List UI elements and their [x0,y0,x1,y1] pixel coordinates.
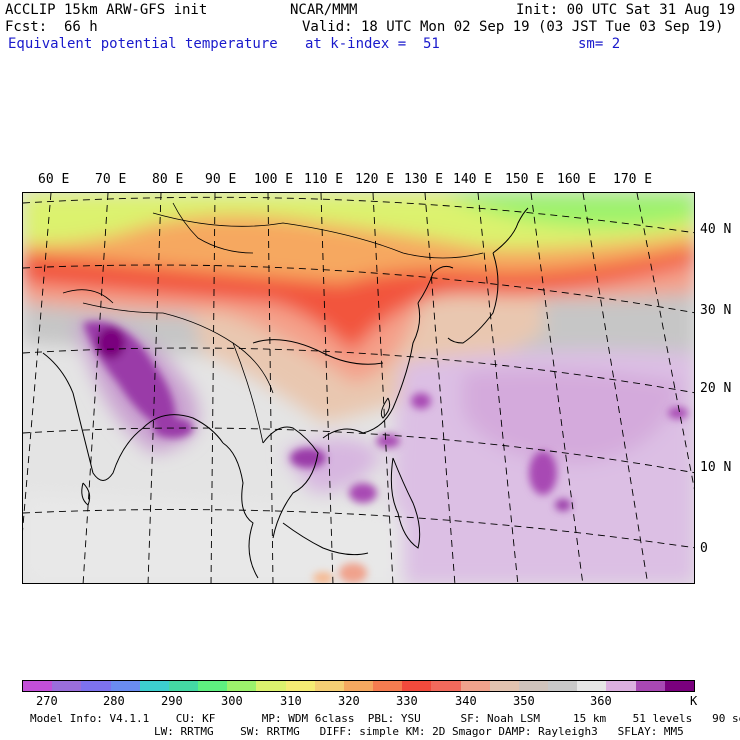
colorbar-swatch [402,681,432,691]
colorbar-swatch [52,681,82,691]
model-title: ACCLIP 15km ARW-GFS init [5,2,208,18]
colorbar [22,680,695,692]
colorbar-swatch [343,681,374,691]
colorbar-label: 320 [338,694,360,708]
lon-label: 80 E [152,172,184,187]
graticule [23,193,694,583]
lon-label: 100 E [254,172,294,187]
colorbar-swatch [577,681,607,691]
lat-label: 20 N [700,381,732,396]
colorbar-swatch [227,681,257,691]
model-info-line: Model Info: V4.1.1 CU: KF MP: WDM 6class… [30,712,740,725]
colorbar-label: 270 [36,694,58,708]
smoothing-info: sm= 2 [578,36,621,52]
map-canvas [23,193,694,583]
colorbar-swatch [373,681,403,691]
colorbar-swatch [460,681,490,691]
lon-label: 170 E [613,172,653,187]
lon-label: 130 E [404,172,444,187]
lon-label: 160 E [557,172,597,187]
colorbar-label: 360 [590,694,612,708]
colorbar-swatch [139,681,169,691]
field-name: Equivalent potential temperature [8,36,278,52]
lon-label: 120 E [355,172,395,187]
lat-label: 40 N [700,222,732,237]
colorbar-label: 300 [221,694,243,708]
country-borders [62,202,484,444]
lon-label: 110 E [304,172,344,187]
colorbar-swatch [23,681,53,691]
colorbar-swatch [606,681,636,691]
forecast-label: Fcst: [5,19,48,35]
colorbar-swatch [314,681,344,691]
lon-label: 150 E [505,172,545,187]
theta-e-map [22,192,695,584]
colorbar-swatch [548,681,578,691]
colorbar-swatch [664,681,694,691]
colorbar-label: 330 [396,694,418,708]
lon-label: 70 E [95,172,127,187]
colorbar-swatch [198,681,228,691]
lat-label: 0 [700,541,708,556]
colorbar-swatch [431,681,461,691]
init-time: Init: 00 UTC Sat 31 Aug 19 [516,2,736,18]
physics-info-line: LW: RRTMG SW: RRTMG DIFF: simple KM: 2D … [154,725,684,738]
colorbar-label: 280 [103,694,125,708]
level-info: at k-index = 51 [305,36,440,52]
colorbar-label: 340 [455,694,477,708]
colorbar-label: 290 [161,694,183,708]
colorbar-label: 310 [280,694,302,708]
colorbar-label: 350 [513,694,535,708]
theta-e-maxima [83,321,688,583]
lon-label: 90 E [205,172,237,187]
colorbar-swatch [81,681,111,691]
lon-label: 140 E [453,172,493,187]
valid-time: Valid: 18 UTC Mon 02 Sep 19 (03 JST Tue … [302,19,724,35]
colorbar-swatch [518,681,549,691]
colorbar-swatch [168,681,199,691]
lon-label: 60 E [38,172,70,187]
colorbar-swatch [489,681,519,691]
forecast-value: 66 h [64,19,98,35]
colorbar-swatch [110,681,140,691]
lat-label: 30 N [700,303,732,318]
lat-label: 10 N [700,460,732,475]
colorbar-swatch [256,681,286,691]
org-label: NCAR/MMM [290,2,358,18]
colorbar-swatch [285,681,315,691]
colorbar-unit: K [690,694,698,708]
colorbar-swatch [635,681,665,691]
